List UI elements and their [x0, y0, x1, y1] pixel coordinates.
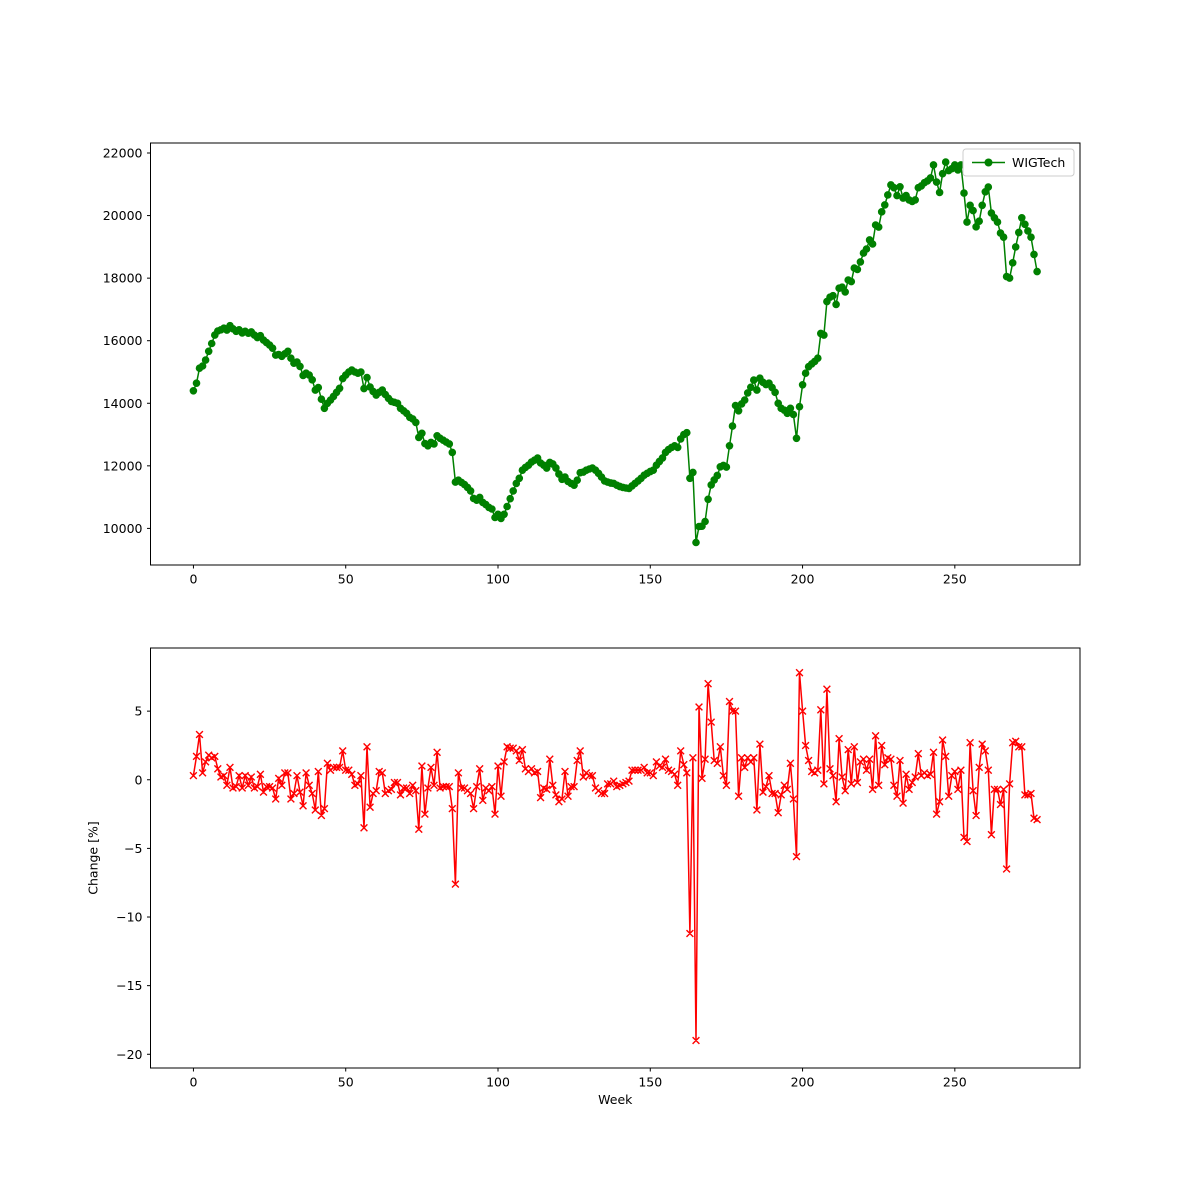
legend-box — [962, 148, 1075, 177]
y-tick-label: 5 — [135, 704, 143, 719]
series-markers-x — [189, 668, 1041, 1045]
y-tick-label: −15 — [116, 978, 142, 993]
x-tick-label: 150 — [638, 572, 662, 587]
x-axis-label: Week — [598, 1092, 633, 1107]
x-tick-label: 50 — [338, 1075, 354, 1090]
y-tick-label: 14000 — [103, 396, 143, 411]
legend-sample-marker — [984, 158, 993, 167]
y-tick-label: −5 — [124, 841, 142, 856]
x-tick-label: 0 — [189, 572, 197, 587]
y-tick-label: 12000 — [103, 458, 143, 473]
y-tick-label: 10000 — [103, 521, 143, 536]
x-tick-label: 250 — [943, 1075, 967, 1090]
x-tick-label: 0 — [189, 1075, 197, 1090]
axes-frame-1 — [150, 647, 1081, 1069]
legend-label: WIGTech — [1012, 155, 1065, 170]
x-tick-label: 200 — [791, 1075, 815, 1090]
y-tick-label: 0 — [135, 772, 143, 787]
x-tick-label: 50 — [338, 572, 354, 587]
x-tick-label: 100 — [486, 572, 510, 587]
y-tick-label: −20 — [116, 1047, 142, 1062]
x-tick-label: 250 — [943, 572, 967, 587]
x-tick-label: 100 — [486, 1075, 510, 1090]
y-tick-label: 20000 — [103, 208, 143, 223]
y-axis-label: Change [%] — [86, 821, 101, 894]
y-tick-label: 18000 — [103, 271, 143, 286]
x-tick-label: 200 — [791, 572, 815, 587]
y-tick-label: 22000 — [103, 146, 143, 161]
x-tick-label: 150 — [638, 1075, 662, 1090]
y-tick-label: 16000 — [103, 333, 143, 348]
axes-frame-0 — [150, 142, 1081, 566]
y-tick-label: −10 — [116, 910, 142, 925]
